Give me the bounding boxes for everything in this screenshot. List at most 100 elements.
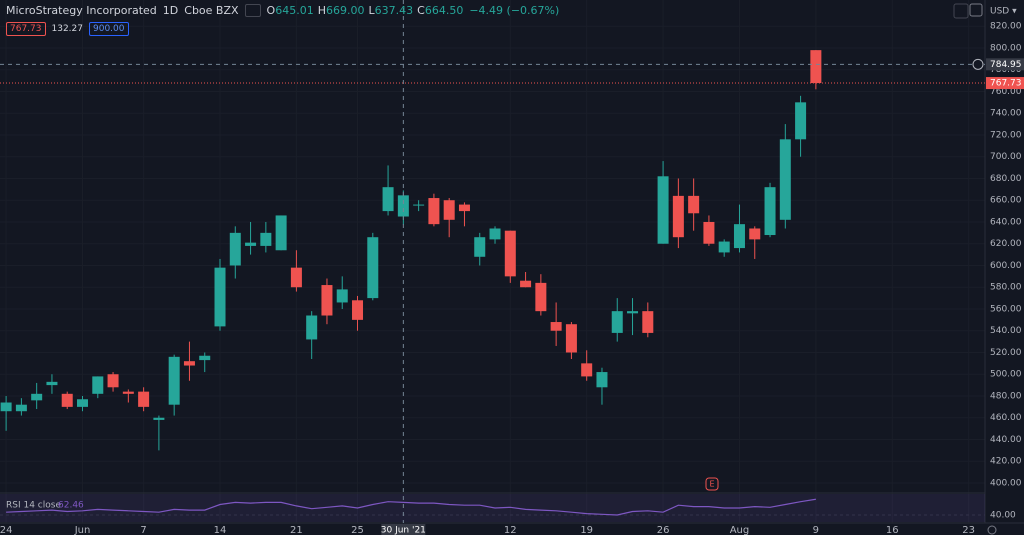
currency[interactable]: USD ▾: [990, 7, 1017, 17]
buy-button[interactable]: 900.00: [89, 22, 129, 36]
sell-button[interactable]: 767.73: [6, 22, 46, 36]
earnings-icon: [705, 477, 719, 491]
settings-button[interactable]: [987, 525, 997, 535]
x-tick-label: 19: [580, 525, 593, 535]
y-tick-label: 600.00: [990, 261, 1022, 271]
last-price-tag: [986, 77, 1024, 90]
candle-body: [733, 224, 745, 249]
y-tick-label: 800.00: [990, 43, 1022, 53]
ohlc: O645.01 H669.00 L637.43 C664.50: [267, 4, 464, 17]
candle-body: [77, 399, 89, 407]
x-tick-label: 14: [214, 525, 227, 535]
visibility-toggle[interactable]: [244, 4, 261, 17]
candle-body: [779, 139, 791, 220]
download-button[interactable]: [953, 3, 969, 19]
candle-body: [596, 372, 608, 388]
x-tick-label: 9: [813, 525, 819, 535]
y-tick-label: 440.00: [990, 435, 1022, 445]
candle-body: [703, 221, 715, 244]
candle-body: [413, 204, 425, 206]
y-tick-label: 520.00: [990, 348, 1022, 358]
plot-area: [0, 50, 985, 516]
x-tick-label: Jun: [74, 525, 91, 535]
ohlc-value: 645.01: [275, 4, 314, 17]
candle-body: [214, 267, 226, 327]
ohlc-item: O645.01: [267, 4, 314, 17]
crosshair-price-label: 784.95: [990, 60, 1022, 70]
candle-body: [443, 200, 455, 220]
candle-body: [718, 241, 730, 253]
y-tick-label: 460.00: [990, 413, 1022, 423]
exchange: Cboe BZX: [184, 4, 239, 17]
candle-body: [15, 404, 27, 412]
price-axis: [985, 0, 1024, 535]
candle-body: [0, 402, 12, 412]
candle-body: [397, 195, 409, 217]
candle-body: [367, 237, 379, 299]
candle-body: [688, 195, 700, 214]
rsi-tick-label: 40.00: [990, 511, 1016, 521]
candle-body: [382, 187, 394, 212]
candle-body: [657, 176, 669, 244]
fullscreen-button[interactable]: [969, 3, 983, 17]
y-tick-label: 660.00: [990, 196, 1022, 206]
x-tick-label: Aug: [730, 525, 750, 535]
candle-body: [535, 282, 547, 312]
x-tick-label: 12: [504, 525, 517, 535]
candle-body: [107, 374, 119, 388]
last-price-label: 767.73: [990, 79, 1022, 89]
earnings-label: E: [709, 480, 714, 489]
y-tick-label: 500.00: [990, 370, 1022, 380]
ohlc-value: 664.50: [424, 4, 464, 17]
candle-body: [565, 324, 577, 353]
y-tick-label: 540.00: [990, 326, 1022, 336]
y-tick-label: 620.00: [990, 239, 1022, 249]
trade-bar: 767.73 132.27 900.00: [6, 22, 129, 36]
interval[interactable]: 1D: [162, 4, 179, 17]
x-tick-label: 16: [886, 525, 899, 535]
candle-body: [260, 232, 272, 246]
y-tick-label: 700.00: [990, 152, 1022, 162]
y-tick-label: 480.00: [990, 391, 1022, 401]
spread: 132.27: [51, 24, 84, 34]
ohlc-item: C664.50: [417, 4, 463, 17]
x-tick-label: 21: [290, 525, 303, 535]
ohlc-key: O: [266, 4, 276, 17]
candle-body: [520, 280, 532, 288]
ohlc-key: H: [317, 4, 326, 17]
candle-body: [336, 289, 348, 303]
change: −4.49 (−0.67%): [469, 4, 560, 17]
candle-body: [627, 311, 639, 314]
candle-body: [245, 242, 257, 246]
ohlc-key: C: [417, 4, 425, 17]
rsi-value: 62.46: [58, 501, 84, 511]
candle-body: [168, 356, 180, 405]
add-alert-button: [972, 58, 984, 70]
ohlc-key: L: [368, 4, 375, 17]
x-tick-label: 26: [657, 525, 670, 535]
candle-body: [306, 315, 318, 340]
y-tick-label: 760.00: [990, 87, 1022, 97]
y-tick-label: 740.00: [990, 109, 1022, 119]
candle-body: [46, 381, 58, 386]
crosshair-date-tag: [381, 524, 426, 535]
ohlc-item: H669.00: [318, 4, 365, 17]
candle-body: [672, 195, 684, 238]
candle-body: [31, 393, 43, 401]
candle-body: [153, 417, 165, 420]
symbol[interactable]: MicroStrategy Incorporated: [6, 4, 157, 17]
candle-body: [504, 230, 516, 277]
rsi-band: [0, 494, 985, 522]
candle-body: [474, 237, 486, 257]
candle-body: [138, 391, 150, 407]
candle-body: [810, 50, 822, 84]
y-tick-label: 400.00: [990, 478, 1022, 488]
candle-body: [611, 311, 623, 333]
crosshair-date-label: 30 Jun '21: [381, 526, 426, 535]
y-tick-label: 580.00: [990, 283, 1022, 293]
candle-body: [764, 187, 776, 236]
x-tick-label: 24: [0, 525, 12, 535]
ohlc-item: L637.43: [369, 4, 414, 17]
